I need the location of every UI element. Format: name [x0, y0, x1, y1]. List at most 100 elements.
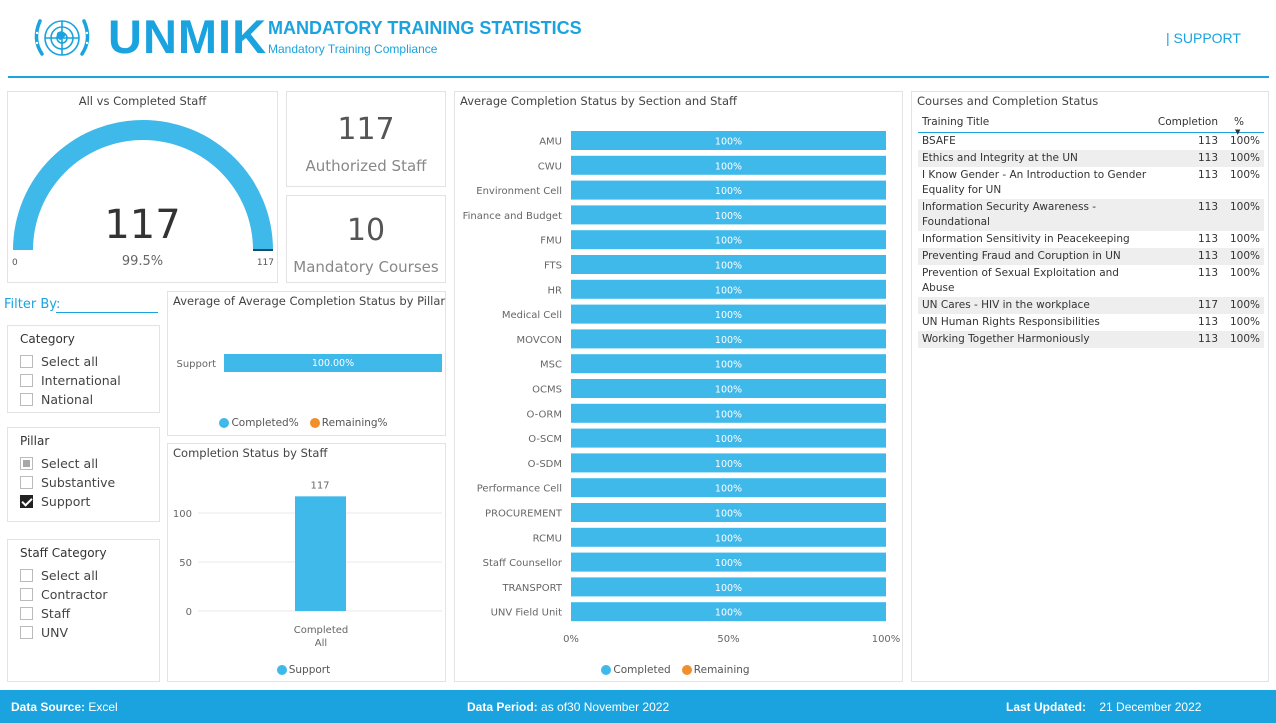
legend-dot-completed	[219, 418, 230, 428]
category-slicer-title: Category	[20, 332, 75, 346]
gauge-card[interactable]: All vs Completed Staff 117 99.5% 0 117	[7, 91, 278, 283]
section-bar-completed[interactable]	[571, 304, 886, 324]
section-bar-value-label: 100%	[715, 335, 742, 346]
section-bar-completed[interactable]	[571, 453, 886, 473]
checkbox[interactable]	[20, 606, 33, 620]
category-option-international[interactable]: International	[20, 371, 121, 389]
completion-cell: 117	[1153, 297, 1222, 314]
y-tick-100: 100	[173, 509, 192, 520]
column-header-completion[interactable]: Completion	[1153, 114, 1222, 133]
table-row[interactable]: Prevention of Sexual Exploitation and Ab…	[918, 265, 1264, 297]
category-option-select-all[interactable]: Select all	[20, 352, 98, 370]
checkbox[interactable]	[20, 392, 33, 406]
section-bar-completed[interactable]	[571, 478, 886, 498]
section-bar-completed[interactable]	[571, 180, 886, 200]
section-bar-completed[interactable]	[571, 155, 886, 175]
option-label: International	[41, 372, 121, 388]
checkbox[interactable]	[20, 373, 33, 387]
course-title-cell: Prevention of Sexual Exploitation and Ab…	[922, 267, 1119, 294]
course-title-cell: Ethics and Integrity at the UN	[918, 150, 1154, 167]
percent-cell: 100%	[1229, 267, 1260, 279]
sort-descending-icon: ▼	[1235, 128, 1241, 136]
section-bar-completed[interactable]	[571, 552, 886, 572]
pillar-bar-support[interactable]	[224, 354, 442, 372]
option-label: Contractor	[41, 586, 108, 602]
pillar-chart-svg: Support 100.00%	[176, 354, 442, 372]
courses-table-card[interactable]: Courses and Completion Status Training T…	[911, 91, 1269, 682]
staff-category-option-select-all[interactable]: Select all	[20, 566, 98, 584]
authorized-staff-card[interactable]: 117 Authorized Staff	[286, 91, 446, 187]
table-row[interactable]: UN Cares - HIV in the workplace 117 100%	[918, 297, 1264, 314]
staff-category-option-staff[interactable]: Staff	[20, 604, 70, 622]
section-bar-value-label: 100%	[715, 236, 742, 247]
column-header-training-title[interactable]: Training Title	[918, 114, 1154, 133]
pillar-option-select-all[interactable]: Select all	[20, 454, 98, 472]
section-bar-completed[interactable]	[571, 428, 886, 448]
table-row[interactable]: Information Sensitivity in Peacekeeping 1…	[918, 231, 1264, 248]
footer-period-label: Data Period:	[467, 700, 538, 714]
support-nav-link[interactable]: | SUPPORT	[1166, 30, 1241, 46]
section-chart-card[interactable]: Average Completion Status by Section and…	[454, 91, 903, 682]
completion-cell: 113	[1197, 169, 1218, 181]
section-bar-completed[interactable]	[571, 379, 886, 398]
header-divider	[8, 76, 1269, 78]
table-row[interactable]: Information Security Awareness - Foundat…	[918, 199, 1264, 231]
section-bar-value-label: 100%	[715, 533, 742, 544]
checkbox[interactable]	[20, 475, 33, 489]
section-bar-completed[interactable]	[571, 403, 886, 423]
staff-chart-card[interactable]: Completion Status by Staff 100 50 0 117 …	[167, 443, 446, 682]
percent-cell: 100%	[1229, 135, 1260, 147]
authorized-staff-label: Authorized Staff	[305, 157, 427, 175]
staff-bar-completed[interactable]	[295, 496, 346, 611]
checkbox[interactable]	[20, 625, 33, 639]
option-label: UNV	[41, 624, 69, 640]
table-row[interactable]: Working Together Harmoniously 113 100%	[918, 331, 1264, 348]
column-header-percent[interactable]: % ▼	[1222, 114, 1264, 136]
checkbox-checked[interactable]	[20, 494, 33, 508]
section-chart-svg: AMU 100% CWU 100% Environment Cell 100% Financ…	[463, 131, 900, 645]
section-bar-value-label: 100%	[715, 211, 742, 222]
staff-category-option-unv[interactable]: UNV	[20, 623, 68, 641]
table-row[interactable]: UN Human Rights Responsibilities 113 100%	[918, 314, 1264, 331]
pillar-bar-value-label: 100.00%	[312, 358, 354, 369]
checkbox-partial[interactable]	[20, 456, 33, 470]
section-bar-completed[interactable]	[571, 131, 886, 150]
legend-label: Support	[288, 664, 331, 676]
section-bar-completed[interactable]	[571, 527, 886, 547]
table-row[interactable]: BSAFE 113 100%	[918, 133, 1264, 151]
section-bar-completed[interactable]	[571, 230, 886, 250]
section-bar-completed[interactable]	[571, 602, 886, 622]
checkbox[interactable]	[20, 568, 33, 582]
staff-category-option-contractor[interactable]: Contractor	[20, 585, 108, 603]
option-label: National	[41, 391, 94, 407]
legend-dot-completed	[601, 665, 612, 675]
table-row[interactable]: Preventing Fraud and Coruption in UN 113 1…	[918, 248, 1264, 265]
gauge-chart	[13, 120, 273, 251]
option-label: Select all	[41, 455, 99, 471]
pillar-option-support[interactable]: Support	[20, 492, 90, 510]
section-bar-value-label: 100%	[715, 608, 742, 619]
section-bar-completed[interactable]	[571, 255, 886, 274]
category-option-national[interactable]: National	[20, 390, 93, 408]
section-bar-completed[interactable]	[571, 329, 886, 349]
x-category-label: Completed	[294, 625, 349, 636]
section-bar-completed[interactable]	[571, 503, 886, 522]
y-tick-0: 0	[186, 607, 192, 618]
completion-cell: 113	[1153, 150, 1222, 167]
section-bar-completed[interactable]	[571, 354, 886, 374]
mandatory-courses-card[interactable]: 10 Mandatory Courses	[286, 195, 446, 283]
section-bar-completed[interactable]	[571, 205, 886, 225]
pillar-option-substantive[interactable]: Substantive	[20, 473, 115, 491]
page-subtitle: Mandatory Training Compliance	[268, 42, 438, 56]
course-title-cell: Information Security Awareness - Foundat…	[918, 199, 1154, 231]
section-bar-value-label: 100%	[715, 161, 742, 172]
checkbox[interactable]	[20, 587, 33, 601]
pillar-chart-card[interactable]: Average of Average Completion Status by …	[167, 291, 446, 436]
section-category-label: MSC	[540, 360, 562, 371]
section-bar-completed[interactable]	[571, 279, 886, 299]
table-row[interactable]: I Know Gender - An Introduction to Gende…	[918, 167, 1264, 199]
checkbox[interactable]	[20, 354, 33, 368]
x-category-sublabel: All	[315, 638, 327, 649]
table-row[interactable]: Ethics and Integrity at the UN 113 100%	[918, 150, 1264, 167]
section-bar-completed[interactable]	[571, 577, 886, 597]
